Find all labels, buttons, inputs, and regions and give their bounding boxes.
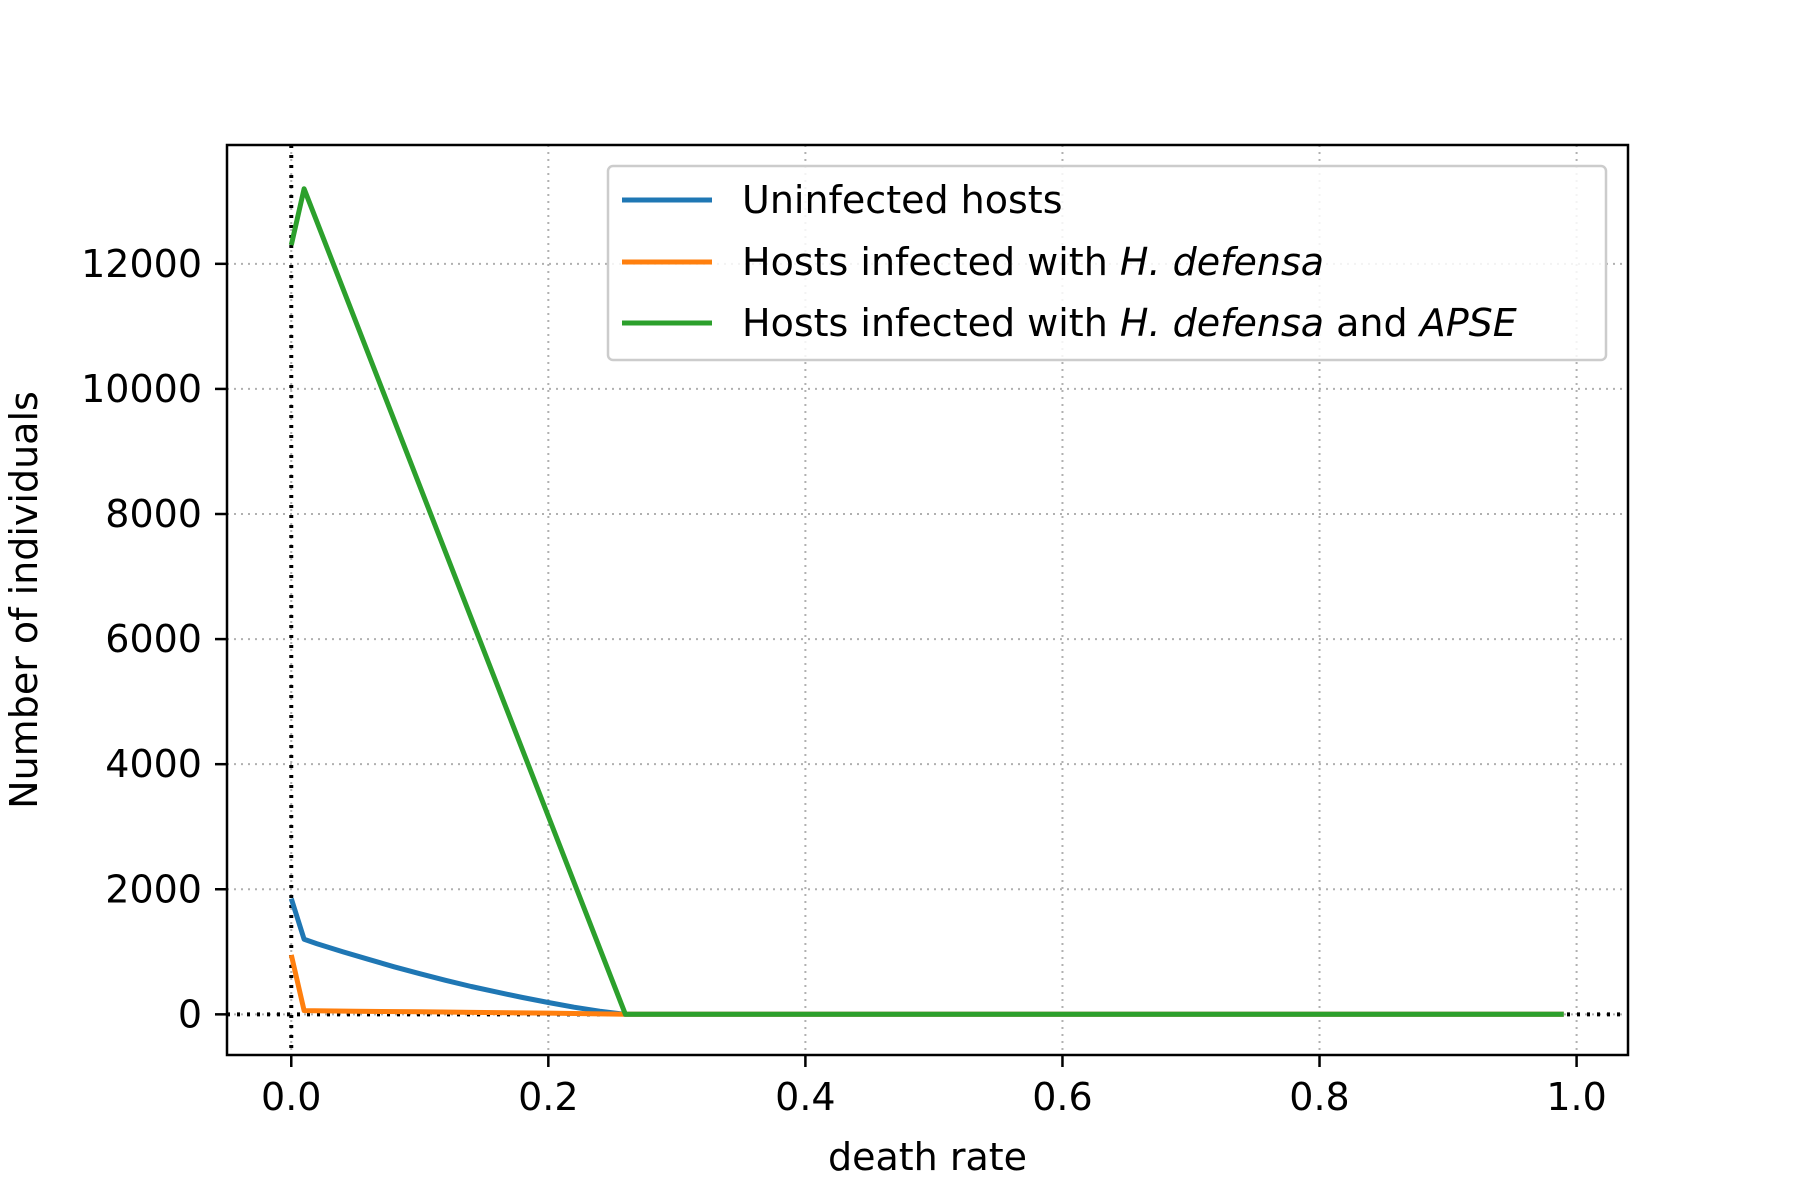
y-tick-label-2: 4000 (105, 742, 202, 786)
legend-entry-2-part-0: Hosts infected with (742, 301, 1120, 345)
legend-entry-2-part-3: APSE (1417, 301, 1517, 345)
series-line-0 (288, 897, 1564, 1017)
x-axis-label: death rate (828, 1135, 1027, 1179)
plot-frame (225, 143, 1630, 1057)
series-line-2 (288, 186, 1564, 1017)
y-tick-label-0: 0 (178, 992, 202, 1036)
legend-entry-1-part-1: H. defensa (1120, 240, 1324, 284)
legend-entry-2-part-2: and (1324, 301, 1420, 345)
y-tick-label-5: 10000 (81, 367, 202, 411)
x-tick-label-5: 1.0 (1546, 1075, 1606, 1119)
legend-entry-2: Hosts infected with H. defensa and APSE (742, 301, 1517, 345)
legend-entry-2-part-1: H. defensa (1120, 301, 1324, 345)
x-axis-ticks: 0.0 0.2 0.4 0.6 0.8 1.0 (261, 1055, 1607, 1119)
legend: Uninfected hosts Hosts infected with H. d… (606, 164, 1608, 362)
legend-box (606, 164, 1608, 362)
x-tick-label-1: 0.2 (518, 1075, 578, 1119)
y-tick-label-4: 8000 (105, 492, 202, 536)
legend-entry-0: Uninfected hosts (742, 178, 1063, 222)
y-tick-label-1: 2000 (105, 867, 202, 911)
y-axis-ticks: 0 2000 4000 6000 8000 10000 12000 (81, 242, 227, 1036)
legend-entry-0-part-0: Uninfected hosts (742, 178, 1063, 222)
x-tick-label-2: 0.4 (775, 1075, 835, 1119)
x-tick-label-0: 0.0 (261, 1075, 321, 1119)
x-tick-label-4: 0.8 (1289, 1075, 1349, 1119)
y-axis-label: Number of individuals (2, 391, 46, 809)
x-tick-label-3: 0.6 (1032, 1075, 1092, 1119)
legend-entry-1: Hosts infected with H. defensa (742, 240, 1324, 284)
series-lines (288, 186, 1564, 1017)
y-tick-label-6: 12000 (81, 242, 202, 286)
y-tick-label-3: 6000 (105, 617, 202, 661)
legend-entry-1-part-0: Hosts infected with (742, 240, 1120, 284)
series-line-1 (288, 954, 1564, 1017)
